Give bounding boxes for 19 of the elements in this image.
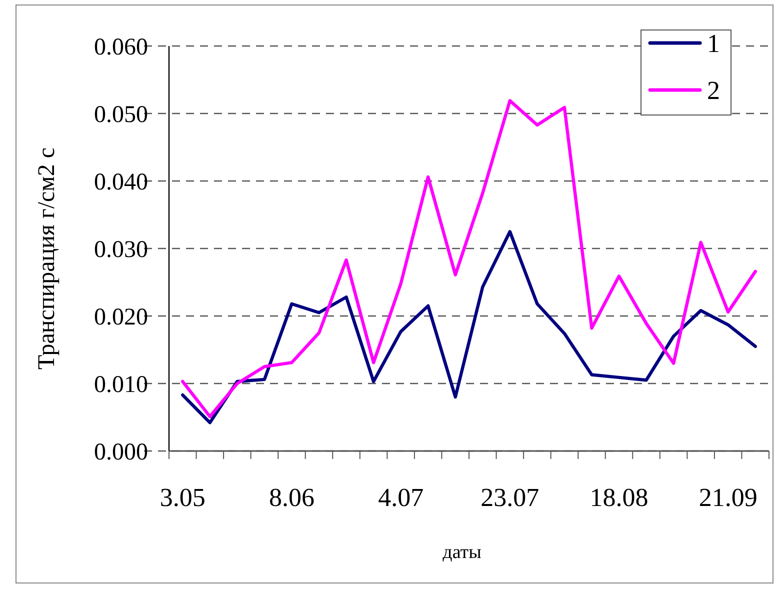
x-axis-title: даты (442, 542, 482, 563)
y-tick-label: 0.000 (94, 439, 148, 466)
line-series (181, 99, 757, 418)
x-tick-label: 4.07 (378, 483, 424, 512)
y-tick-label: 0.040 (94, 169, 148, 196)
line-series (181, 230, 757, 424)
x-tick-label: 18.08 (590, 483, 648, 512)
x-tick-label: 8.06 (268, 483, 314, 512)
y-tick-label: 0.050 (94, 102, 148, 128)
y-axis-title: Транспирация г/см2 с (34, 148, 60, 370)
x-tick-label: 21.09 (698, 483, 758, 512)
y-tick-label: 0.010 (94, 372, 148, 398)
x-tick-label: 23.07 (480, 483, 540, 512)
legend-label: 2 (707, 76, 720, 106)
y-tick-label: 0.060 (94, 34, 148, 60)
legend-label: 1 (707, 29, 720, 58)
y-tick-label: 0.020 (94, 304, 148, 330)
y-tick-label: 0.030 (94, 236, 148, 263)
x-tick-label: 3.05 (160, 483, 206, 512)
